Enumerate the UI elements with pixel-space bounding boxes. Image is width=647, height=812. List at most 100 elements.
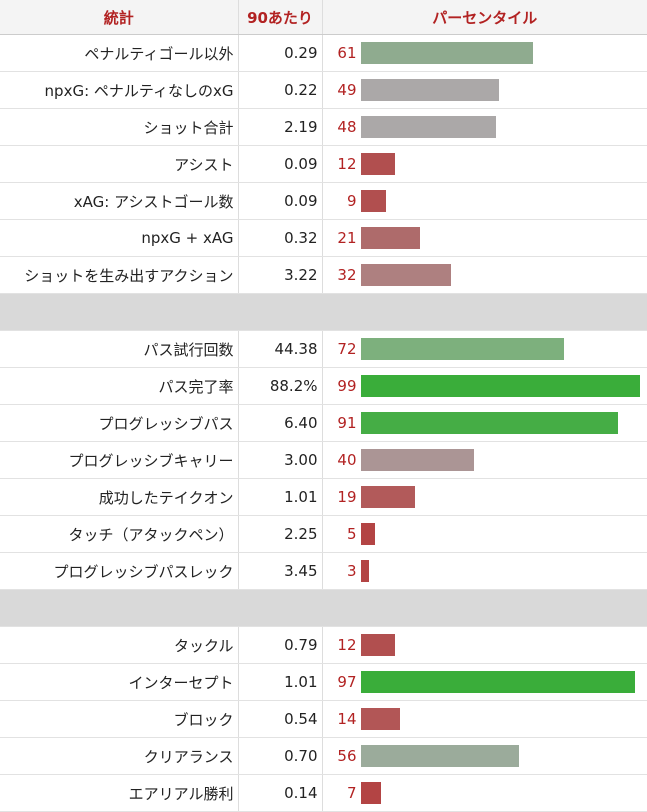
percentile-bar — [360, 486, 415, 508]
table-row: クリアランス 0.70 56 — [0, 737, 647, 775]
per90-value: 3.00 — [238, 441, 323, 479]
percentile-label: 12 — [337, 636, 357, 654]
per90-value: 0.79 — [238, 626, 323, 664]
stat-name: パス完了率 — [0, 367, 239, 405]
group-divider — [0, 589, 647, 627]
percentile-cell: 19 — [322, 478, 647, 516]
table-row: ショットを生み出すアクション 3.22 32 — [0, 256, 647, 294]
header-row: 統計 90あたり パーセンタイル — [0, 0, 647, 35]
percentile-label: 32 — [337, 266, 357, 284]
per90-value: 1.01 — [238, 663, 323, 701]
per90-value: 0.54 — [238, 700, 323, 738]
percentile-bar — [360, 708, 400, 730]
percentile-cell: 72 — [322, 330, 647, 368]
stat-name: タッチ（アタックペン） — [0, 515, 239, 553]
percentile-label: 40 — [337, 451, 357, 469]
stat-name: パス試行回数 — [0, 330, 239, 368]
table-row: アシスト 0.09 12 — [0, 145, 647, 183]
percentile-label: 72 — [337, 340, 357, 358]
percentile-cell: 5 — [322, 515, 647, 553]
stat-name: ブロック — [0, 700, 239, 738]
percentile-bar — [360, 560, 369, 582]
percentile-bar — [360, 412, 618, 434]
percentile-label: 49 — [337, 81, 357, 99]
header-per90[interactable]: 90あたり — [238, 0, 323, 35]
stat-name: プログレッシブパス — [0, 404, 239, 442]
percentile-bar — [360, 190, 386, 212]
stat-name: インターセプト — [0, 663, 239, 701]
percentile-cell: 56 — [322, 737, 647, 775]
percentile-label: 48 — [337, 118, 357, 136]
percentile-cell: 32 — [322, 256, 647, 294]
per90-value: 6.40 — [238, 404, 323, 442]
per90-value: 3.45 — [238, 552, 323, 590]
percentile-bar — [360, 338, 564, 360]
stat-name: タックル — [0, 626, 239, 664]
per90-value: 0.09 — [238, 182, 323, 220]
table-row: ショット合計 2.19 48 — [0, 108, 647, 146]
group-divider — [0, 293, 647, 331]
percentile-bar — [360, 671, 635, 693]
group-divider-cell — [0, 589, 647, 627]
percentile-cell: 14 — [322, 700, 647, 738]
table-row: xAG: アシストゴール数 0.09 9 — [0, 182, 647, 220]
percentile-cell: 49 — [322, 71, 647, 109]
percentile-bar — [360, 745, 519, 767]
stat-name: npxG + xAG — [0, 219, 239, 257]
per90-value: 44.38 — [238, 330, 323, 368]
percentile-bar — [360, 116, 496, 138]
percentile-cell: 3 — [322, 552, 647, 590]
table-body: ペナルティゴール以外 0.29 61 npxG: ペナルティなしのxG 0.22 49 ショ… — [0, 34, 647, 812]
percentile-bar — [360, 42, 533, 64]
percentile-bar — [360, 449, 474, 471]
percentile-label: 5 — [346, 525, 357, 543]
percentile-label: 97 — [337, 673, 357, 691]
percentile-cell: 48 — [322, 108, 647, 146]
percentile-bar — [360, 523, 375, 545]
percentile-cell: 61 — [322, 34, 647, 72]
stat-name: クリアランス — [0, 737, 239, 775]
stat-name: プログレッシブパスレック — [0, 552, 239, 590]
table-row: インターセプト 1.01 97 — [0, 663, 647, 701]
percentile-cell: 97 — [322, 663, 647, 701]
percentile-cell: 7 — [322, 774, 647, 812]
table-row: 成功したテイクオン 1.01 19 — [0, 478, 647, 516]
per90-value: 0.70 — [238, 737, 323, 775]
per90-value: 0.09 — [238, 145, 323, 183]
percentile-label: 7 — [346, 784, 357, 802]
per90-value: 2.25 — [238, 515, 323, 553]
percentile-bar — [360, 782, 381, 804]
header-stat[interactable]: 統計 — [0, 0, 239, 35]
percentile-bar — [360, 634, 395, 656]
percentile-label: 3 — [346, 562, 357, 580]
per90-value: 0.29 — [238, 34, 323, 72]
stat-name: エアリアル勝利 — [0, 774, 239, 812]
per90-value: 0.22 — [238, 71, 323, 109]
table-row: タッチ（アタックペン） 2.25 5 — [0, 515, 647, 553]
header-percentile[interactable]: パーセンタイル — [322, 0, 647, 35]
percentile-cell: 21 — [322, 219, 647, 257]
percentile-label: 91 — [337, 414, 357, 432]
per90-value: 3.22 — [238, 256, 323, 294]
table-row: エアリアル勝利 0.14 7 — [0, 774, 647, 812]
table-row: パス完了率 88.2% 99 — [0, 367, 647, 405]
stat-name: ペナルティゴール以外 — [0, 34, 239, 72]
table-row: npxG: ペナルティなしのxG 0.22 49 — [0, 71, 647, 109]
stat-name: アシスト — [0, 145, 239, 183]
table-row: プログレッシブパス 6.40 91 — [0, 404, 647, 442]
percentile-cell: 91 — [322, 404, 647, 442]
per90-value: 88.2% — [238, 367, 323, 405]
percentile-cell: 40 — [322, 441, 647, 479]
table-row: ブロック 0.54 14 — [0, 700, 647, 738]
percentile-label: 56 — [337, 747, 357, 765]
percentile-bar — [360, 153, 395, 175]
percentile-label: 12 — [337, 155, 357, 173]
stat-name: ショットを生み出すアクション — [0, 256, 239, 294]
percentile-bar — [360, 264, 451, 286]
table-row: プログレッシブキャリー 3.00 40 — [0, 441, 647, 479]
stat-name: xAG: アシストゴール数 — [0, 182, 239, 220]
percentile-label: 21 — [337, 229, 357, 247]
stat-name: ショット合計 — [0, 108, 239, 146]
table-row: ペナルティゴール以外 0.29 61 — [0, 34, 647, 72]
